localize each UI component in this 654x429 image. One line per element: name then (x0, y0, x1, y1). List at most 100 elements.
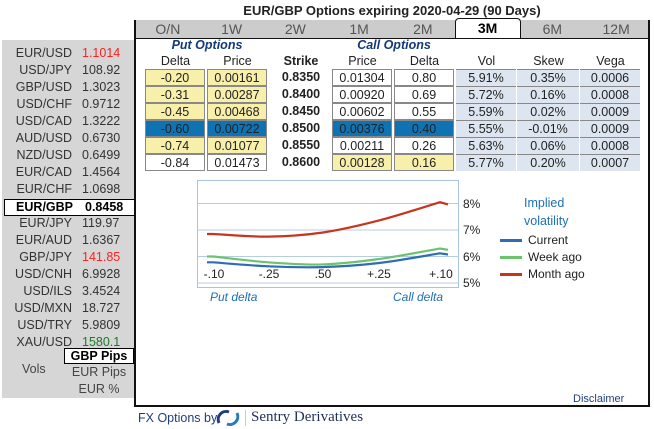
tab-2m[interactable]: 2M (413, 21, 433, 37)
currency-pair-eur-jpy[interactable]: EUR/JPY 119.97 (2, 216, 134, 233)
call-delta-cell[interactable]: 0.69 (394, 86, 454, 103)
skew-cell: 0.16% (517, 86, 579, 103)
pair-name: USD/ILS (23, 284, 72, 298)
unit-option[interactable]: EUR % (78, 382, 120, 396)
put-price-cell[interactable]: 0.00722 (207, 120, 267, 137)
vol-cell: 5.63% (456, 137, 516, 154)
currency-pair-eur-aud[interactable]: EUR/AUD 1.6367 (2, 233, 134, 250)
skew-cell: 0.06% (517, 137, 579, 154)
skew-cell: 0.35% (517, 69, 579, 86)
put-delta-cell[interactable]: -0.74 (145, 137, 205, 154)
x-tick-label: -.10 (203, 267, 225, 281)
legend-label: Current (528, 233, 569, 247)
brand-name: Sentry Derivatives (251, 409, 364, 425)
pair-rate: 1.3222 (82, 114, 121, 128)
currency-pair-eur-usd[interactable]: EUR/USD 1.1014 (2, 46, 134, 63)
currency-sidebar: EUR/USD 1.1014 USD/JPY 108.92 GBP/USD 1.3023 U… (2, 40, 136, 398)
legend-item: Month ago (500, 267, 585, 281)
call-price-cell[interactable]: 0.00211 (332, 137, 392, 154)
call-price-cell[interactable]: 0.01304 (332, 69, 392, 86)
currency-pair-xau-usd[interactable]: XAU/USD 1580.1 (2, 335, 134, 352)
vega-cell: 0.0006 (580, 69, 640, 86)
legend-title: Implied volatility (524, 196, 569, 228)
legend-swatch (500, 256, 522, 260)
currency-pair-usd-chf[interactable]: USD/CHF 0.9712 (2, 97, 134, 114)
currency-pair-eur-chf[interactable]: EUR/CHF 1.0698 (2, 182, 134, 199)
pair-name: EUR/JPY (19, 216, 72, 230)
tab-1m[interactable]: 1M (349, 21, 369, 37)
currency-pair-usd-cad[interactable]: USD/CAD 1.3222 (2, 114, 134, 131)
tab-6m[interactable]: 6M (542, 21, 563, 37)
pair-rate: 1580.1 (82, 335, 121, 349)
tab-on[interactable]: O/N (155, 21, 181, 37)
call-delta-cell[interactable]: 0.26 (394, 137, 454, 154)
vol-cell: 5.59% (456, 103, 516, 120)
strike-cell: 0.8500 (281, 121, 321, 135)
vol-cell: 5.91% (456, 69, 516, 86)
tab-12m[interactable]: 12M (602, 21, 630, 37)
call-delta-cell[interactable]: 0.55 (394, 103, 454, 120)
put-price-cell[interactable]: 0.01077 (207, 137, 267, 154)
currency-pair-gbp-usd[interactable]: GBP/USD 1.3023 (2, 80, 134, 97)
put-delta-cell[interactable]: -0.60 (145, 120, 205, 137)
pair-rate: 5.9809 (82, 318, 121, 332)
vol-cell: 5.55% (456, 120, 516, 137)
call-price-cell[interactable]: 0.00920 (332, 86, 392, 103)
tab-3m[interactable]: 3M (454, 18, 521, 38)
put-price-cell[interactable]: 0.00468 (207, 103, 267, 120)
currency-pair-aud-usd[interactable]: AUD/USD 0.6730 (2, 131, 134, 148)
call-price-cell[interactable]: 0.00602 (332, 103, 392, 120)
currency-pair-usd-jpy[interactable]: USD/JPY 108.92 (2, 63, 134, 80)
pair-rate: 0.6730 (82, 131, 121, 145)
tab-1w[interactable]: 1W (221, 21, 243, 37)
currency-pair-usd-mxn[interactable]: USD/MXN 18.727 (2, 301, 134, 318)
strike-cell: 0.8550 (281, 138, 321, 152)
currency-pair-usd-ils[interactable]: USD/ILS 3.4524 (2, 284, 134, 301)
strike-cell: 0.8350 (281, 70, 321, 84)
disclaimer-link[interactable]: Disclaimer (573, 393, 625, 405)
y-tick-label: 5% (463, 276, 481, 290)
skew-cell: 0.02% (517, 103, 579, 120)
call-delta-cell[interactable]: 0.80 (394, 69, 454, 86)
put-price-cell[interactable]: 0.01473 (207, 154, 267, 171)
currency-pair-usd-cnh[interactable]: USD/CNH 6.9928 (2, 267, 134, 284)
put-price-cell[interactable]: 0.00161 (207, 69, 267, 86)
expiry-tabs: O/N 1W 2W 1M 2M 3M 6M 12M (136, 18, 648, 39)
put-delta-cell[interactable]: -0.20 (145, 69, 205, 86)
call-delta-cell[interactable]: 0.16 (394, 154, 454, 171)
pair-name: USD/CHF (16, 97, 72, 111)
column-header-price: Price (348, 54, 377, 68)
legend-label: Week ago (528, 250, 582, 264)
pair-rate: 1.4564 (82, 165, 121, 179)
pair-rate: 119.97 (82, 216, 120, 230)
unit-option[interactable]: EUR Pips (71, 365, 127, 379)
pair-name: EUR/CAD (15, 165, 72, 179)
pair-rate: 0.6499 (82, 148, 121, 162)
pair-name: EUR/AUD (15, 233, 72, 247)
vol-cell: 5.77% (456, 154, 516, 171)
column-header-delta: Delta (160, 54, 191, 68)
put-price-cell[interactable]: 0.00287 (207, 86, 267, 103)
y-tick-label: 6% (463, 249, 481, 264)
call-price-cell[interactable]: 0.00128 (332, 154, 392, 171)
vol-cell: 5.72% (456, 86, 516, 103)
tab-2w[interactable]: 2W (284, 21, 306, 37)
pair-rate: 0.9712 (82, 97, 121, 111)
put-delta-cell[interactable]: -0.31 (145, 86, 205, 103)
currency-pair-eur-gbp[interactable]: EUR/GBP 0.8458 (4, 199, 136, 216)
currency-pair-nzd-usd[interactable]: NZD/USD 0.6499 (2, 148, 134, 165)
put-delta-cell[interactable]: -0.45 (145, 103, 205, 120)
unit-option[interactable]: GBP Pips (64, 348, 134, 364)
call-options-header: Call Options (357, 38, 431, 52)
currency-pair-gbp-jpy[interactable]: GBP/JPY 141.85 (2, 250, 134, 267)
put-delta-cell[interactable]: -0.84 (145, 154, 205, 171)
currency-pair-usd-try[interactable]: USD/TRY 5.9809 (2, 318, 134, 335)
pair-name: GBP/USD (15, 80, 72, 94)
strike-cell: 0.8450 (281, 104, 321, 118)
strike-cell: 0.8600 (281, 155, 321, 169)
column-header-delta: Delta (409, 54, 440, 68)
currency-pair-eur-cad[interactable]: EUR/CAD 1.4564 (2, 165, 134, 182)
options-panel (134, 20, 650, 407)
call-delta-cell[interactable]: 0.40 (394, 120, 454, 137)
call-price-cell[interactable]: 0.00376 (332, 120, 392, 137)
